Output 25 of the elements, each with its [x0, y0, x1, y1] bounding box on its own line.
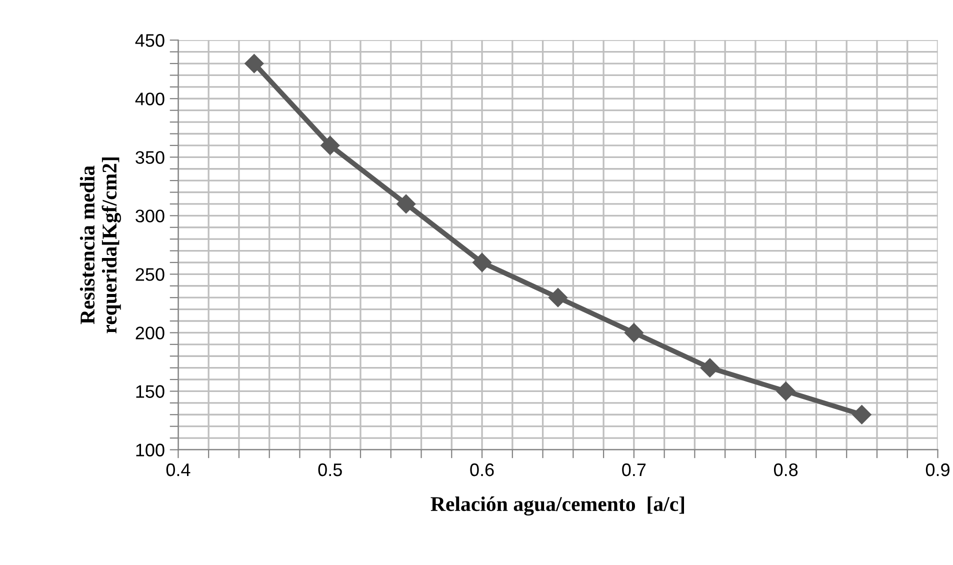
point [320, 136, 340, 155]
y-tick-label: 400 [135, 92, 164, 106]
x-axis-title: Relación agua/cemento [a/c] [430, 496, 684, 516]
x-tick-label: 0.4 [166, 463, 190, 476]
x-tick-label: 0.7 [622, 463, 646, 476]
y-axis-title: Resistencia media requerida[Kgf/cm2] [80, 158, 122, 334]
point [776, 382, 796, 401]
x-tick-label: 0.9 [926, 463, 950, 476]
y-tick-label: 350 [136, 151, 164, 164]
x-tick-label: 0.8 [774, 463, 798, 476]
y-tick-label: 300 [136, 210, 164, 222]
point [624, 323, 644, 342]
point [852, 405, 872, 424]
point [396, 194, 416, 214]
point [472, 252, 492, 272]
y-tick-label: 450 [135, 34, 164, 47]
point [548, 288, 568, 308]
x-tick-label: 0.6 [470, 463, 494, 476]
point [244, 54, 264, 74]
y-tick-label: 200 [136, 326, 164, 340]
x-tick-label: 0.5 [318, 463, 342, 476]
point [700, 358, 720, 378]
y-tick-label: 150 [136, 385, 164, 398]
y-tick-label: 100 [136, 444, 164, 456]
y-tick-label: 250 [136, 268, 164, 281]
